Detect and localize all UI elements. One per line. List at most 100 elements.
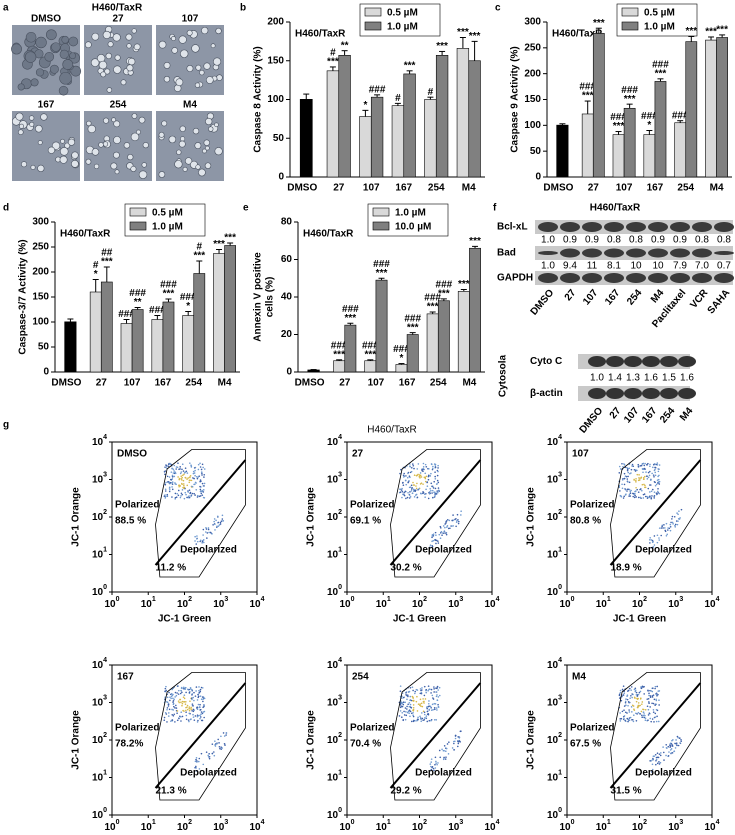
event-dot bbox=[405, 693, 407, 696]
event-dot bbox=[652, 546, 655, 548]
legend-label: 0.5 µM bbox=[387, 8, 418, 19]
event-dot bbox=[447, 527, 450, 530]
event-dot bbox=[182, 686, 185, 689]
event-dot bbox=[199, 688, 202, 691]
event-dot bbox=[658, 763, 661, 765]
event-dot bbox=[197, 719, 199, 722]
event-dot bbox=[444, 750, 447, 753]
event-dot bbox=[657, 487, 659, 490]
cell bbox=[142, 142, 149, 149]
event-dot bbox=[180, 686, 183, 689]
event-dot bbox=[674, 747, 677, 749]
log-tick-exponent: 1 bbox=[152, 596, 156, 603]
event-dot bbox=[647, 462, 649, 465]
log-tick-label: 104 bbox=[327, 434, 342, 448]
event-dot bbox=[194, 695, 197, 697]
event-dot bbox=[223, 735, 226, 737]
event-dot bbox=[197, 476, 199, 478]
event-dot bbox=[164, 466, 166, 468]
y-tick-label: 150 bbox=[32, 292, 49, 303]
cell bbox=[114, 169, 120, 175]
event-dot bbox=[199, 539, 202, 542]
event-dot bbox=[185, 700, 187, 703]
cell bbox=[93, 163, 100, 170]
panel-letter: b bbox=[240, 3, 246, 14]
event-dot bbox=[653, 535, 656, 537]
event-dot bbox=[170, 720, 172, 722]
log-tick-label: 103 bbox=[668, 819, 683, 833]
event-dot bbox=[445, 747, 448, 750]
event-dot bbox=[410, 470, 413, 473]
event-dot bbox=[184, 467, 187, 469]
event-dot bbox=[190, 466, 193, 468]
event-dot bbox=[450, 525, 453, 527]
event-dot bbox=[433, 686, 435, 688]
gate-value: 21.3 % bbox=[156, 786, 187, 797]
event-dot bbox=[409, 491, 411, 493]
event-dot bbox=[400, 489, 403, 491]
event-dot bbox=[221, 518, 224, 520]
event-dot bbox=[634, 689, 637, 692]
gate bbox=[155, 672, 246, 801]
y-tick-label: 20 bbox=[281, 329, 293, 340]
event-dot bbox=[183, 487, 185, 489]
log-tick-exponent: 4 bbox=[261, 596, 265, 603]
log-tick-label: 104 bbox=[327, 657, 342, 671]
event-dot bbox=[167, 712, 170, 714]
event-dot bbox=[403, 491, 406, 494]
event-dot bbox=[628, 709, 630, 711]
log-tick-exponent: 4 bbox=[716, 819, 720, 826]
blot-band bbox=[648, 222, 668, 232]
event-dot bbox=[411, 487, 413, 489]
log-tick-base: 10 bbox=[327, 437, 339, 448]
event-dot bbox=[222, 520, 224, 522]
micrograph bbox=[156, 25, 224, 95]
event-dot bbox=[176, 692, 178, 694]
significance-label: ### bbox=[404, 313, 421, 324]
event-dot bbox=[183, 710, 185, 712]
event-dot bbox=[626, 488, 629, 491]
event-dot bbox=[408, 709, 411, 711]
event-dot bbox=[196, 477, 199, 480]
event-dot bbox=[434, 495, 436, 498]
event-dot bbox=[205, 528, 208, 530]
cell bbox=[163, 62, 171, 69]
event-dot bbox=[199, 716, 202, 718]
event-dot bbox=[453, 749, 455, 751]
event-dot bbox=[619, 468, 622, 470]
event-dot bbox=[433, 706, 436, 709]
blot-band bbox=[560, 248, 580, 258]
event-dot bbox=[425, 466, 428, 468]
event-dot bbox=[422, 466, 425, 468]
event-dot bbox=[658, 537, 660, 539]
event-dot bbox=[443, 749, 445, 752]
event-dot bbox=[416, 710, 419, 712]
cell bbox=[107, 41, 114, 48]
band-value: 1.0 bbox=[541, 261, 555, 272]
event-dot bbox=[427, 689, 429, 692]
significance-label: ### bbox=[118, 309, 135, 320]
gate-label: Polarized bbox=[570, 723, 614, 734]
event-dot bbox=[654, 685, 657, 688]
events bbox=[618, 685, 682, 773]
log-tick-label: 101 bbox=[92, 769, 107, 783]
cell bbox=[71, 151, 79, 159]
event-dot bbox=[183, 473, 185, 476]
log-tick-exponent: 2 bbox=[558, 732, 562, 739]
event-dot bbox=[195, 758, 197, 761]
event-dot bbox=[194, 474, 196, 477]
log-tick-base: 10 bbox=[668, 599, 680, 610]
event-dot bbox=[628, 717, 631, 719]
event-dot bbox=[426, 710, 429, 713]
log-tick-base: 10 bbox=[547, 549, 559, 560]
event-dot bbox=[641, 483, 644, 486]
log-tick-label: 102 bbox=[177, 596, 192, 610]
event-dot bbox=[644, 717, 647, 719]
significance-label: # bbox=[197, 242, 203, 253]
event-dot bbox=[668, 751, 670, 753]
log-tick-base: 10 bbox=[92, 810, 104, 821]
event-dot bbox=[433, 769, 435, 772]
event-dot bbox=[418, 474, 421, 476]
log-tick-exponent: 1 bbox=[607, 596, 611, 603]
significance-label: ### bbox=[672, 110, 689, 121]
